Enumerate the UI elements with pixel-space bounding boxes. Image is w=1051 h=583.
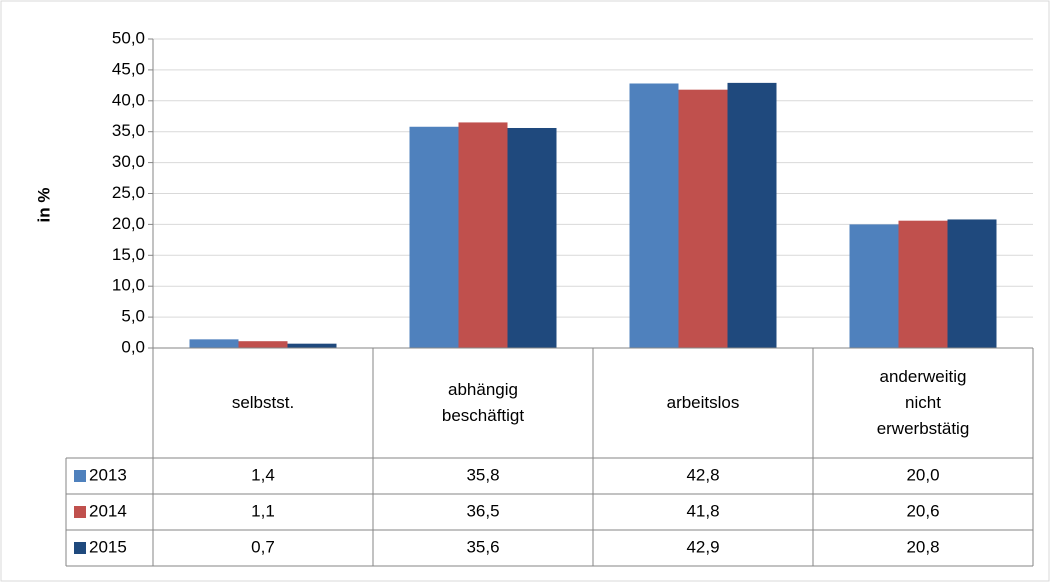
table-value: 36,5 bbox=[466, 501, 499, 520]
category-text: abhängig beschäftigt bbox=[441, 380, 525, 425]
table-value: 42,9 bbox=[686, 537, 719, 556]
bar bbox=[947, 219, 997, 348]
table-value: 1,4 bbox=[251, 465, 275, 484]
bar bbox=[849, 224, 899, 348]
bar bbox=[898, 220, 948, 348]
table-value: 20,8 bbox=[906, 537, 939, 556]
category-label: arbeitslos bbox=[593, 348, 813, 458]
bar bbox=[458, 122, 508, 349]
bar bbox=[507, 127, 557, 348]
category-label: selbstst. bbox=[153, 348, 373, 458]
category-label: anderweitig nicht erwerbstätig bbox=[813, 348, 1033, 458]
legend-label: 2015 bbox=[89, 537, 127, 556]
table-value: 35,6 bbox=[466, 537, 499, 556]
bar bbox=[727, 82, 777, 349]
y-tick-label: 35,0 bbox=[112, 121, 145, 140]
table-value: 42,8 bbox=[686, 465, 719, 484]
bar bbox=[189, 339, 239, 348]
y-tick-label: 45,0 bbox=[112, 59, 145, 78]
category-text: anderweitig nicht erwerbstätig bbox=[876, 367, 970, 438]
table-value: 0,7 bbox=[251, 537, 275, 556]
y-tick-label: 25,0 bbox=[112, 183, 145, 202]
category-text: selbstst. bbox=[231, 393, 295, 412]
bar bbox=[287, 343, 337, 348]
bar bbox=[238, 341, 288, 348]
bar bbox=[678, 89, 728, 349]
y-tick-label: 40,0 bbox=[112, 90, 145, 109]
y-tick-label: 5,0 bbox=[121, 307, 145, 326]
legend-label: 2014 bbox=[89, 501, 127, 520]
table-value: 35,8 bbox=[466, 465, 499, 484]
legend-label: 2013 bbox=[89, 465, 127, 484]
y-tick-label: 10,0 bbox=[112, 276, 145, 295]
category-label: abhängig beschäftigt bbox=[373, 348, 593, 458]
y-tick-label: 30,0 bbox=[112, 152, 145, 171]
y-tick-label: 0,0 bbox=[121, 337, 145, 356]
y-axis-label: in % bbox=[34, 188, 53, 223]
category-text: arbeitslos bbox=[666, 393, 740, 412]
legend-key bbox=[74, 542, 86, 554]
table-value: 20,0 bbox=[906, 465, 939, 484]
legend-key bbox=[74, 506, 86, 518]
table-value: 20,6 bbox=[906, 501, 939, 520]
bar bbox=[629, 83, 679, 348]
y-tick-label: 20,0 bbox=[112, 214, 145, 233]
y-tick-label: 50,0 bbox=[112, 28, 145, 47]
bar bbox=[409, 126, 459, 348]
y-tick-label: 15,0 bbox=[112, 245, 145, 264]
table-value: 1,1 bbox=[251, 501, 275, 520]
table-value: 41,8 bbox=[686, 501, 719, 520]
legend-key bbox=[74, 470, 86, 482]
